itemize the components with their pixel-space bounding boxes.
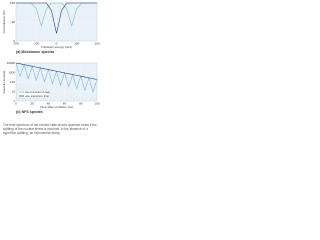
x-tick-label: 40	[47, 101, 51, 105]
legend-label: one transition line	[25, 94, 49, 98]
page: 0 50 100 -200 -100 0 100 200 Transition energy (…	[0, 0, 100, 144]
series-line	[15, 62, 98, 80]
x-tick-label: 100	[74, 41, 79, 45]
x-tick-label: 60	[63, 101, 67, 105]
panel-title: (a) Mössbauer spectra	[16, 50, 55, 54]
y-tick-label: 0	[13, 39, 15, 43]
x-tick-label: 200	[94, 41, 99, 45]
x-tick-label: 20	[31, 101, 35, 105]
y-tick-label: 1000	[8, 70, 15, 74]
x-tick-label: -100	[33, 41, 39, 45]
y-tick-label: 10	[12, 89, 16, 93]
x-tick-label: 100	[94, 101, 99, 105]
y-tick-label: 50	[12, 20, 16, 24]
y-tick-label: 1	[13, 99, 15, 103]
legend-box	[17, 89, 49, 99]
series-line	[16, 2, 97, 34]
y-axis-label: Intensity (counts)	[2, 71, 6, 94]
y-axis-label: Transmission (%)	[2, 10, 6, 33]
y-tick-label: 10000	[7, 61, 16, 65]
y-tick-label: 100	[10, 1, 15, 5]
x-axis-label: Transition energy (neV)	[41, 45, 72, 49]
panel-title: (b) NFS spectra	[16, 110, 44, 114]
y-tick-label: 100	[10, 80, 15, 84]
legend-label: two transition lines	[25, 90, 50, 94]
x-tick-label: 0	[56, 41, 58, 45]
figure-caption: The time spectrum of the excited state s…	[3, 123, 97, 135]
x-tick-label: 80	[79, 101, 83, 105]
x-tick-label: -200	[13, 41, 19, 45]
x-axis-label: Time after excitation (ns)	[40, 105, 73, 109]
x-tick-label: 0	[15, 101, 17, 105]
